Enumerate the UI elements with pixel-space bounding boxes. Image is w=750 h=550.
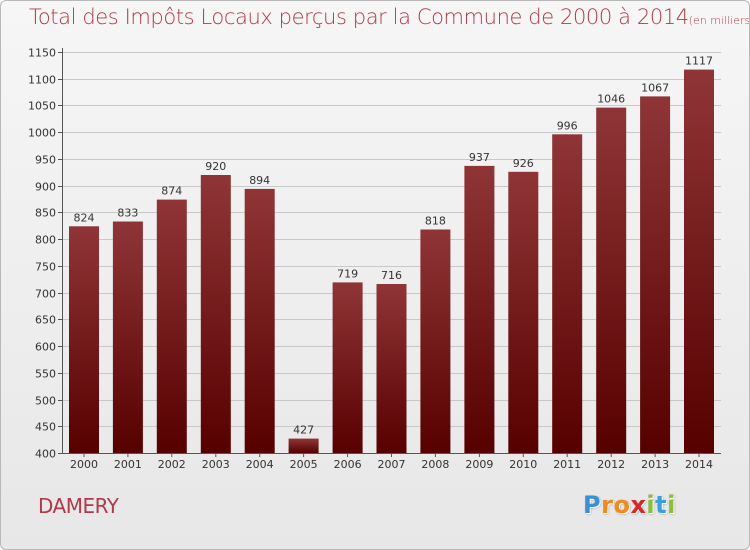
y-tick-label-750: 750	[35, 261, 56, 274]
y-tick-label-900: 900	[35, 181, 56, 194]
bar-2002	[156, 199, 187, 453]
data-label-2007: 716	[381, 269, 402, 282]
y-tick-label-1000: 1000	[28, 127, 56, 140]
y-tick-label-1150: 1150	[28, 47, 56, 60]
y-tick-label-650: 650	[35, 314, 56, 327]
bar-2012	[596, 107, 627, 453]
x-tick-label-2009: 2009	[465, 458, 493, 471]
x-tick-label-2007: 2007	[378, 458, 406, 471]
x-tick-label-2013: 2013	[641, 458, 669, 471]
logo-letter: i	[646, 491, 656, 519]
axes	[58, 48, 721, 457]
bar-2004	[244, 188, 275, 453]
x-tick-label-2006: 2006	[334, 458, 362, 471]
y-tick-label-1100: 1100	[28, 74, 56, 87]
bar-2000	[69, 226, 99, 453]
x-tick-label-2008: 2008	[421, 458, 449, 471]
x-tick-label-2000: 2000	[70, 458, 98, 471]
data-label-2011: 996	[557, 119, 578, 132]
y-tick-label-600: 600	[35, 341, 56, 354]
y-tick-label-550: 550	[35, 368, 56, 381]
bars	[69, 69, 714, 454]
bar-2003	[200, 175, 231, 453]
y-tick-label-850: 850	[35, 207, 56, 220]
data-label-2001: 833	[117, 207, 138, 220]
logo-letter: t	[655, 491, 668, 519]
data-label-2004: 894	[249, 174, 270, 187]
data-label-2014: 1117	[685, 55, 713, 68]
data-label-2006: 719	[337, 267, 358, 280]
proxiti-logo: Proxiti	[583, 491, 676, 519]
y-tick-label-450: 450	[35, 421, 56, 434]
data-label-2003: 920	[205, 160, 226, 173]
bar-2005	[288, 438, 319, 453]
x-tick-label-2014: 2014	[685, 458, 713, 471]
x-tick-label-2004: 2004	[246, 458, 274, 471]
data-label-2009: 937	[469, 151, 490, 164]
x-tick-label-2012: 2012	[597, 458, 625, 471]
y-tick-label-500: 500	[35, 395, 56, 408]
data-label-2000: 824	[74, 211, 95, 224]
x-tick-label-2011: 2011	[553, 458, 581, 471]
data-label-2005: 427	[293, 424, 314, 437]
bar-2010	[508, 171, 539, 454]
chart-title-text: Total des Impôts Locaux perçus par la Co…	[29, 5, 689, 29]
y-tick-label-800: 800	[35, 234, 56, 247]
logo-letter: x	[630, 491, 647, 519]
x-tick-label-2001: 2001	[114, 458, 142, 471]
data-label-2010: 926	[513, 157, 534, 170]
y-tick-label-1050: 1050	[28, 100, 56, 113]
bar-2008	[420, 229, 451, 453]
y-tick-label-400: 400	[35, 448, 56, 461]
x-tick-label-2002: 2002	[158, 458, 186, 471]
logo-letter: r	[601, 491, 614, 519]
logo-letter: P	[583, 491, 602, 519]
data-label-2008: 818	[425, 215, 446, 228]
chart-title: Total des Impôts Locaux perçus par la Co…	[29, 5, 750, 29]
data-label-2013: 1067	[641, 81, 669, 94]
x-tick-label-2010: 2010	[509, 458, 537, 471]
data-label-2012: 1046	[597, 93, 625, 106]
x-tick-label-2005: 2005	[290, 458, 318, 471]
commune-name: DAMERY	[38, 494, 119, 518]
bar-2011	[552, 134, 583, 454]
bar-2001	[112, 221, 143, 453]
bar-2007	[376, 284, 407, 453]
data-label-2002: 874	[161, 185, 182, 198]
chart-unit-note: (en milliers d'€)	[688, 14, 750, 27]
bar-2013	[640, 96, 671, 454]
x-tick-label-2003: 2003	[202, 458, 230, 471]
bar-2014	[684, 69, 714, 453]
logo-letter: o	[613, 491, 631, 519]
bar-2006	[332, 282, 363, 453]
labels: 400 450 500 550 600 650 700 750 800 850 900 950 1000…	[28, 47, 713, 472]
y-tick-label-700: 700	[35, 288, 56, 301]
y-tick-label-950: 950	[35, 154, 56, 167]
bar-2009	[464, 165, 495, 453]
logo-letter: i	[667, 491, 676, 519]
